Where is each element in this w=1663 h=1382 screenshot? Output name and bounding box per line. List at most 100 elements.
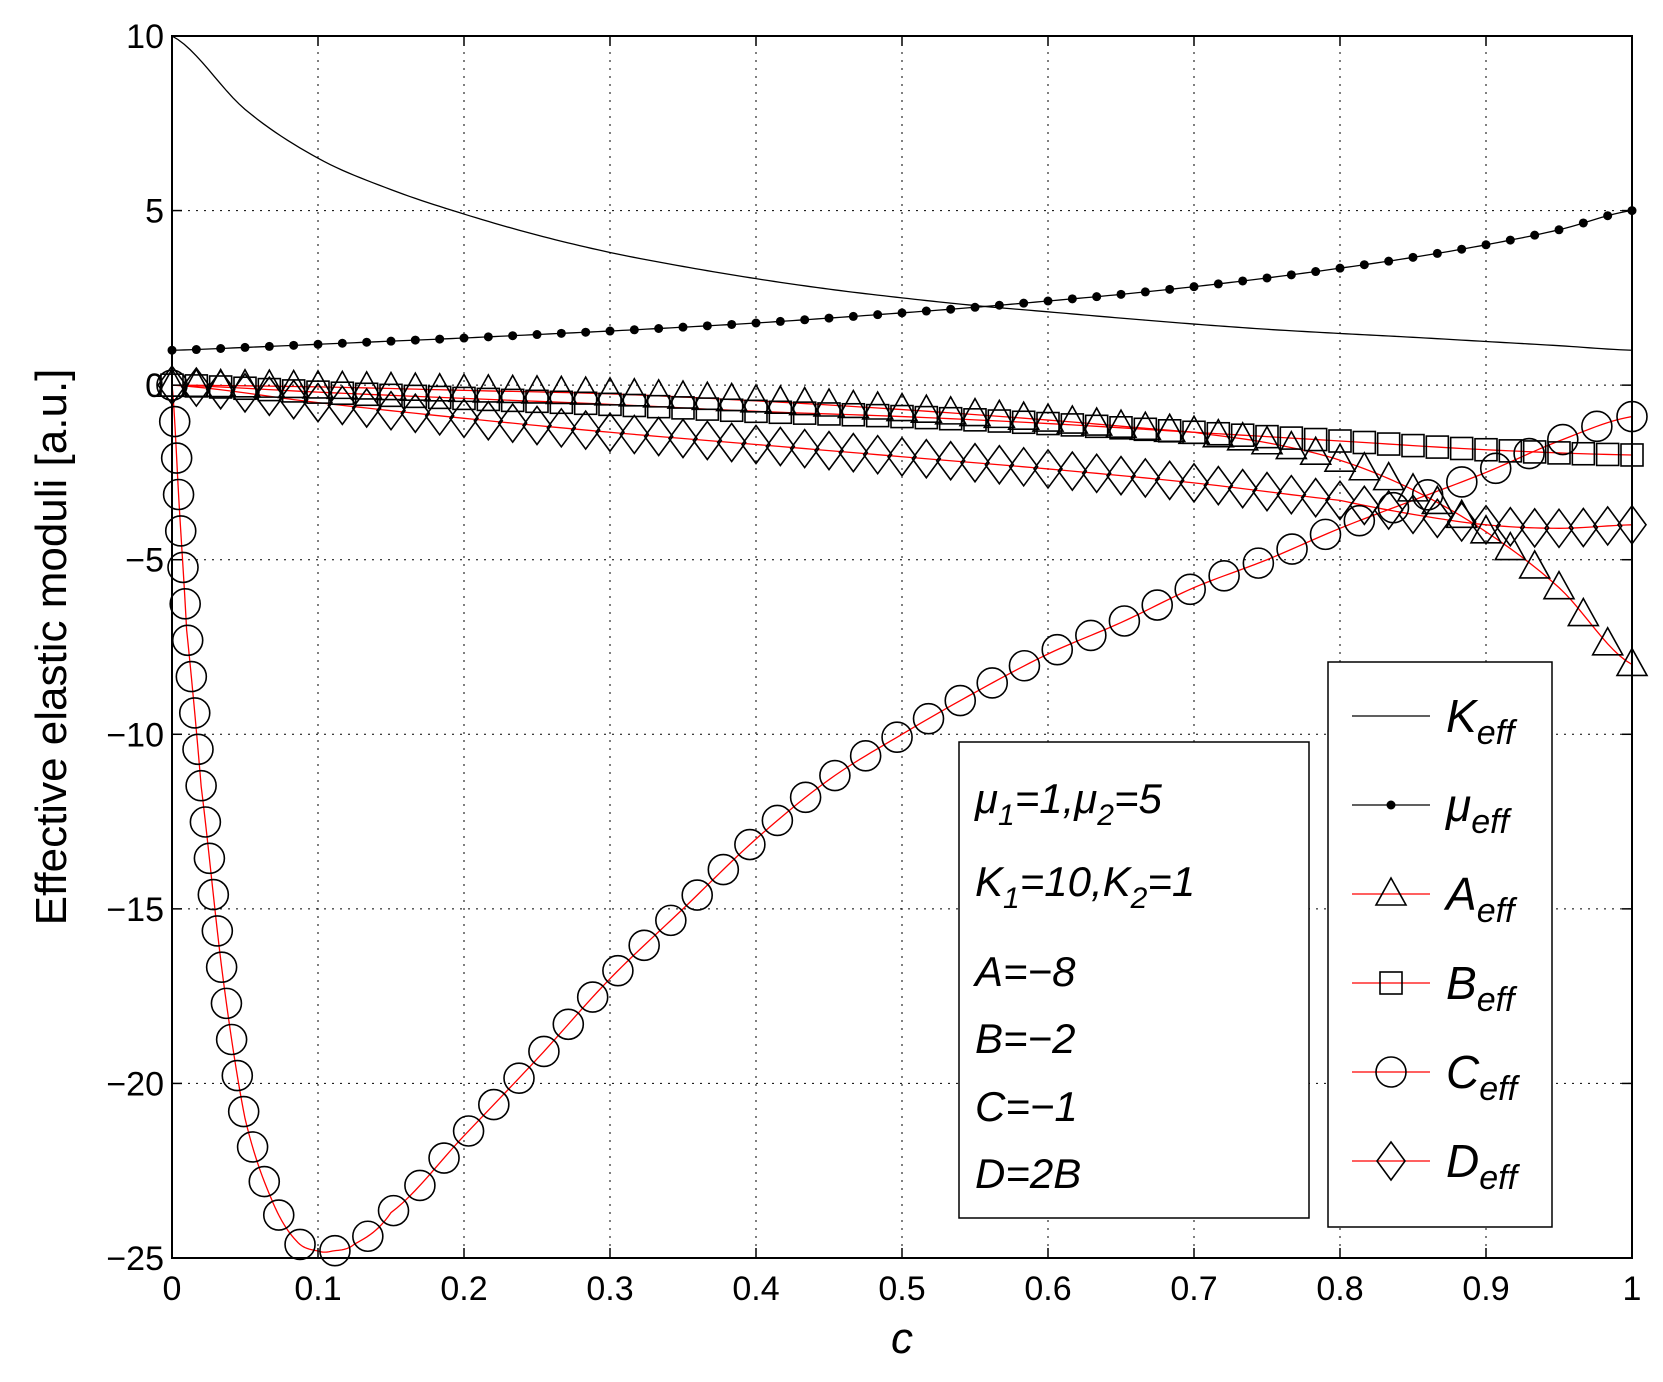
b-eff-marker	[938, 406, 963, 431]
b-eff-marker	[987, 409, 1012, 433]
mu-eff-marker	[386, 336, 396, 346]
x-tick-label: 0.5	[878, 1270, 925, 1308]
c-eff-marker	[1242, 547, 1275, 579]
a-eff-marker	[617, 377, 651, 407]
legend-marker-mu	[1386, 800, 1396, 810]
mu-eff-marker	[264, 341, 274, 351]
mu-eff-marker	[313, 339, 323, 349]
a-eff-marker	[1347, 451, 1381, 481]
mu-eff-marker	[337, 338, 347, 348]
mu-eff-marker	[848, 311, 858, 321]
legend-marker-a	[1374, 876, 1408, 906]
d-eff-marker	[1398, 493, 1428, 535]
x-tick-label: 0.7	[1170, 1270, 1217, 1308]
b-eff-marker	[1157, 419, 1182, 443]
d-eff-marker	[254, 375, 285, 417]
mu-eff-marker	[1286, 270, 1296, 280]
d-eff-marker	[935, 440, 966, 482]
c-eff-marker	[503, 1062, 535, 1094]
d-eff-marker	[1446, 501, 1477, 543]
d-eff-marker	[570, 409, 601, 451]
legend-marker-c	[1375, 1056, 1407, 1088]
mu-eff-marker	[1311, 267, 1321, 277]
a-eff-marker	[982, 398, 1016, 429]
mu-eff-marker	[581, 327, 591, 337]
c-eff-marker	[1446, 466, 1478, 498]
b-eff-marker	[452, 386, 476, 411]
mu-eff-marker	[1116, 289, 1126, 299]
c-eff-marker	[1581, 410, 1613, 443]
y-tick-label: −25	[106, 1240, 164, 1278]
c-eff-marker	[819, 759, 851, 792]
a-eff-marker	[1031, 402, 1065, 432]
d-eff-marker	[230, 372, 260, 414]
c-eff-marker	[655, 904, 687, 937]
b-eff-marker	[1255, 424, 1279, 449]
d-eff-marker	[376, 390, 406, 432]
d-eff-line	[172, 384, 1632, 529]
d-eff-marker	[1008, 446, 1039, 488]
c-eff-marker	[162, 478, 195, 511]
a-eff-marker	[325, 369, 359, 400]
b-eff-marker	[354, 382, 379, 407]
mu-eff-marker	[532, 330, 542, 340]
mu-eff-marker	[654, 324, 664, 334]
k-eff-line	[172, 36, 1632, 351]
x-tick-label: 0.9	[1462, 1270, 1509, 1308]
c-eff-marker	[881, 721, 913, 754]
mu-eff-marker	[1578, 218, 1588, 228]
d-eff-marker	[1033, 448, 1063, 490]
b-eff-marker	[914, 405, 939, 430]
mu-eff-marker	[605, 326, 615, 336]
mu-eff-marker	[1554, 225, 1564, 235]
b-eff-marker	[865, 403, 890, 428]
c-eff-marker	[189, 806, 222, 838]
d-eff-marker	[741, 424, 771, 465]
d-eff-marker	[668, 418, 698, 459]
c-eff-marker	[912, 702, 945, 735]
b-eff-marker	[744, 399, 768, 424]
param-c: C=−1	[975, 1083, 1078, 1130]
d-eff-marker	[449, 397, 479, 439]
d-eff-marker	[1373, 489, 1404, 531]
d-eff-marker	[497, 402, 528, 444]
a-eff-marker	[423, 372, 457, 402]
mu-eff-marker	[1359, 260, 1369, 270]
mu-eff-marker	[410, 335, 420, 345]
mu-eff-marker	[1432, 248, 1442, 258]
d-eff-marker	[862, 434, 893, 476]
b-eff-marker	[1571, 441, 1596, 466]
a-eff-marker	[666, 379, 700, 409]
d-eff-marker	[595, 411, 625, 453]
c-eff-marker	[1008, 649, 1041, 682]
b-eff-marker	[1011, 410, 1036, 435]
d-eff-marker	[1471, 504, 1501, 546]
d-eff-marker	[1130, 457, 1161, 499]
mu-eff-marker	[483, 332, 493, 342]
x-tick-label: 0.8	[1316, 1270, 1363, 1308]
d-eff-marker	[546, 407, 577, 449]
b-eff-marker	[427, 385, 452, 410]
x-tick-label: 0.3	[586, 1270, 633, 1308]
c-eff-marker	[428, 1142, 460, 1174]
b-eff-marker	[379, 383, 403, 408]
c-eff-marker	[1108, 605, 1141, 637]
y-axis-label: Effective elastic moduli [a.u.]	[27, 369, 76, 926]
tick-marks	[171, 35, 1633, 1259]
a-eff-marker	[861, 390, 895, 420]
c-eff-marker	[175, 660, 208, 693]
y-tick-label: 0	[145, 367, 164, 405]
c-eff-marker	[158, 405, 191, 438]
a-eff-marker	[885, 391, 919, 422]
b-eff-marker	[695, 397, 720, 421]
param-k: K1=10,K2=1	[975, 858, 1195, 915]
b-eff-marker	[525, 389, 549, 414]
d-eff-marker	[327, 384, 358, 426]
c-eff-marker	[707, 853, 740, 886]
param-mu: μ1=1,μ2=5	[974, 775, 1163, 832]
a-eff-marker	[642, 378, 676, 408]
a-eff-marker	[1542, 569, 1576, 600]
mu-eff-marker	[362, 337, 372, 347]
param-a: A=−8	[972, 948, 1076, 995]
d-eff-marker	[1057, 450, 1088, 492]
